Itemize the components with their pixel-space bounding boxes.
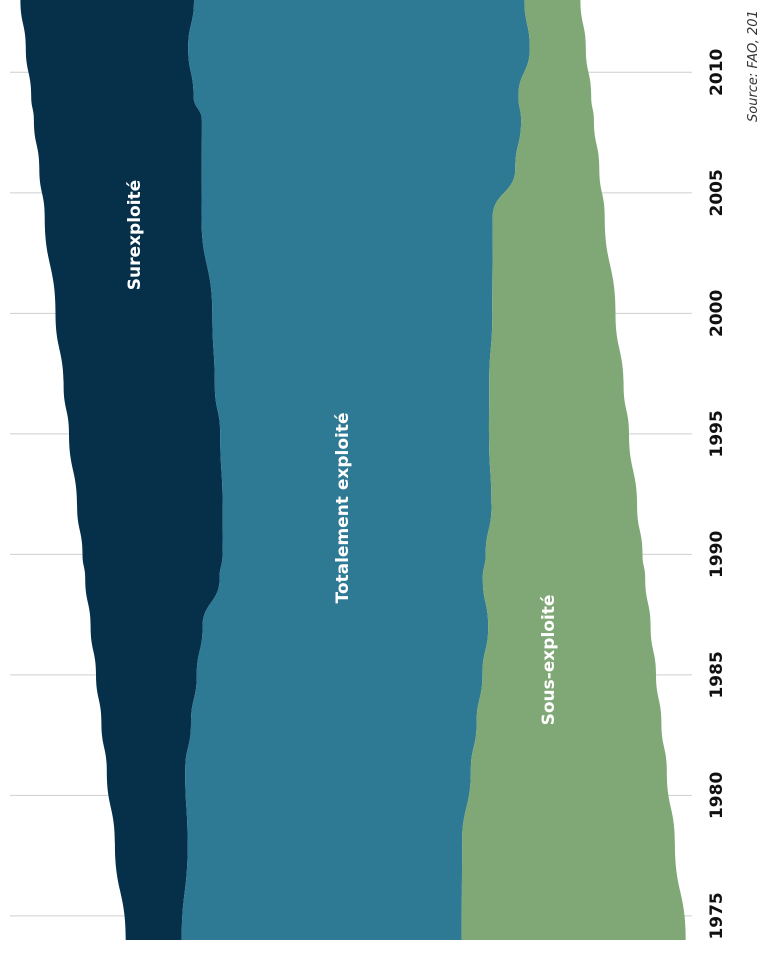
source: Source: FAO, 201 (746, 10, 761, 122)
series-label: Sous-exploité (539, 595, 559, 726)
stream-band (461, 0, 686, 940)
x-tick-label: 1985 (707, 651, 727, 698)
stream-band (20, 0, 223, 940)
x-tick-label: 1990 (707, 531, 727, 578)
x-tick-label: 1975 (707, 892, 727, 939)
x-tick-label: 2010 (707, 48, 727, 95)
x-tick-label: 2005 (707, 169, 727, 216)
series-label: Totalement exploité (333, 412, 353, 603)
x-tick-label: 1995 (707, 410, 727, 457)
stream-band (181, 0, 530, 940)
bands (20, 0, 686, 940)
x-tick-label: 2000 (707, 290, 727, 337)
x-tick-label: 1980 (707, 772, 727, 819)
series-label: Surexploité (125, 180, 145, 290)
labels: Surexploité Totalement exploité Sous-explo… (125, 180, 559, 726)
